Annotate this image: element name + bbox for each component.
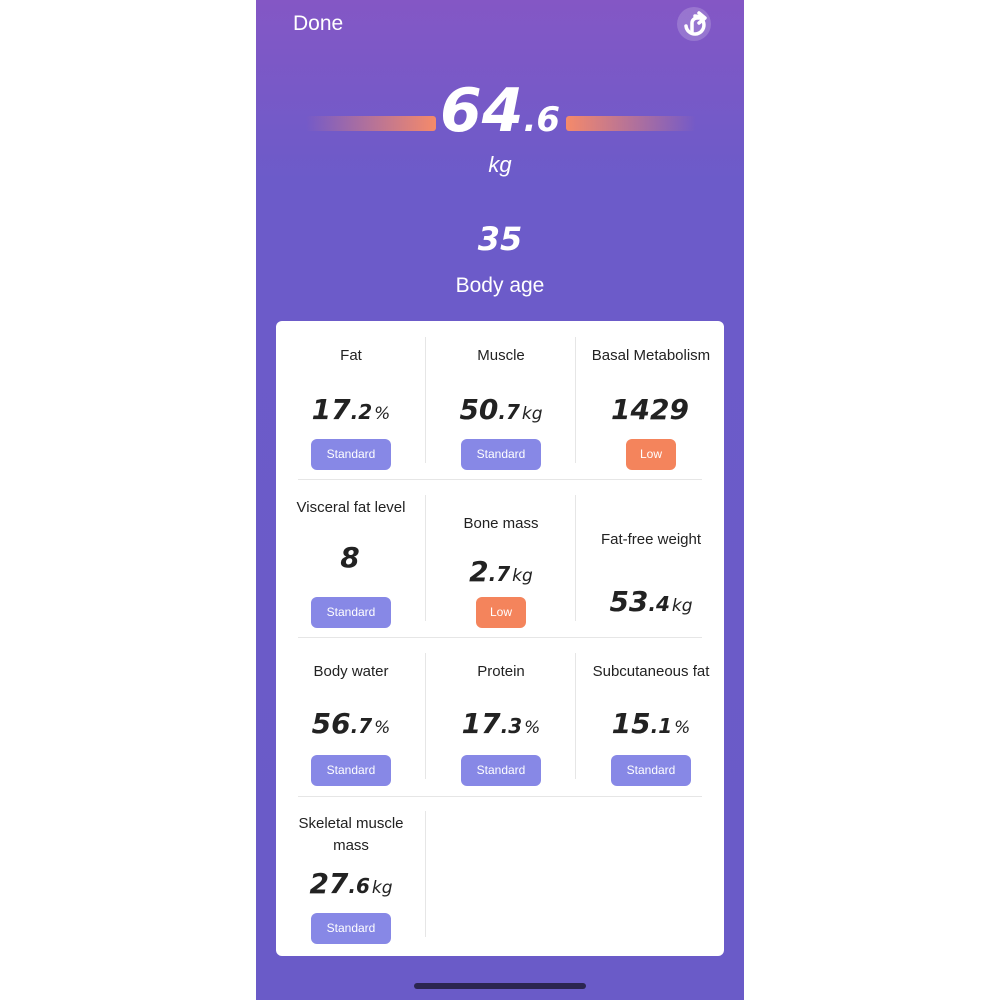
metric-value: 1429: [611, 393, 689, 426]
metric-cell[interactable]: Fat-free weight 53.4 kg: [576, 495, 726, 621]
metric-label: Visceral fat level: [296, 499, 406, 516]
status-badge: Standard: [311, 597, 391, 628]
metric-cell[interactable]: Bone mass 2.7 kg Low: [426, 495, 576, 628]
divider: [425, 337, 426, 463]
status-badge: Standard: [461, 439, 541, 470]
weight-bar-right: [566, 116, 696, 131]
weight-value: 64.6: [439, 76, 561, 146]
metric-value: 2.7 kg: [469, 555, 533, 588]
metric-cell[interactable]: Protein 17.3% Standard: [426, 653, 576, 786]
metric-label: Protein: [477, 663, 525, 680]
metric-value: 50.7 kg: [459, 393, 543, 426]
body-age-value: 35: [477, 220, 523, 258]
status-badge: Standard: [311, 913, 391, 944]
status-badge: Low: [476, 597, 526, 628]
weight-bar-left: [306, 116, 436, 131]
divider: [298, 479, 702, 480]
body-age-label: Body age: [455, 274, 545, 297]
phone-screen: Done 64.6 kg 35 Body age Fat 17.2% Standa…: [256, 0, 744, 1000]
metric-label: Bone mass: [463, 515, 539, 532]
divider: [575, 337, 576, 463]
metric-cell[interactable]: Visceral fat level 8 Standard: [276, 495, 426, 628]
home-indicator: [414, 983, 586, 989]
status-badge: Standard: [311, 755, 391, 786]
metric-label: Muscle: [477, 347, 525, 364]
metric-label: Subcutaneous fat: [592, 663, 710, 680]
metric-label: Body water: [313, 663, 389, 680]
divider: [575, 495, 576, 621]
metric-value: 17.2%: [311, 393, 391, 426]
metric-cell[interactable]: Basal Metabolism 1429 Low: [576, 337, 726, 470]
metric-value: 53.4 kg: [609, 585, 693, 618]
divider: [298, 796, 702, 797]
done-button[interactable]: Done: [293, 12, 344, 35]
metric-label: Basal Metabolism: [591, 347, 711, 364]
divider: [425, 653, 426, 779]
metric-value: 15.1%: [611, 707, 691, 740]
metric-value: 8: [340, 541, 360, 574]
divider: [425, 495, 426, 621]
metric-cell[interactable]: Muscle 50.7 kg Standard: [426, 337, 576, 470]
metric-cell[interactable]: Skeletal muscle mass 27.6 kg Standard: [276, 811, 426, 944]
status-badge: Standard: [611, 755, 691, 786]
status-badge: Standard: [461, 755, 541, 786]
status-badge: Standard: [311, 439, 391, 470]
metrics-card: Fat 17.2% Standard Muscle 50.7 kg Standard Ba…: [276, 321, 724, 956]
metric-label: Fat: [340, 347, 362, 364]
metric-cell[interactable]: Fat 17.2% Standard: [276, 337, 426, 470]
metric-value: 27.6 kg: [309, 867, 393, 900]
metric-cell[interactable]: Subcutaneous fat 15.1% Standard: [576, 653, 726, 786]
metric-label: Fat-free weight: [600, 531, 702, 548]
divider: [425, 811, 426, 937]
share-refresh-icon[interactable]: [676, 6, 712, 42]
weight-unit: kg: [488, 152, 512, 177]
metric-value: 56.7%: [311, 707, 391, 740]
metric-value: 17.3%: [461, 707, 541, 740]
metric-cell[interactable]: Body water 56.7% Standard: [276, 653, 426, 786]
status-badge: Low: [626, 439, 676, 470]
divider: [298, 637, 702, 638]
metric-label: Skeletal muscle mass: [298, 815, 404, 854]
divider: [575, 653, 576, 779]
